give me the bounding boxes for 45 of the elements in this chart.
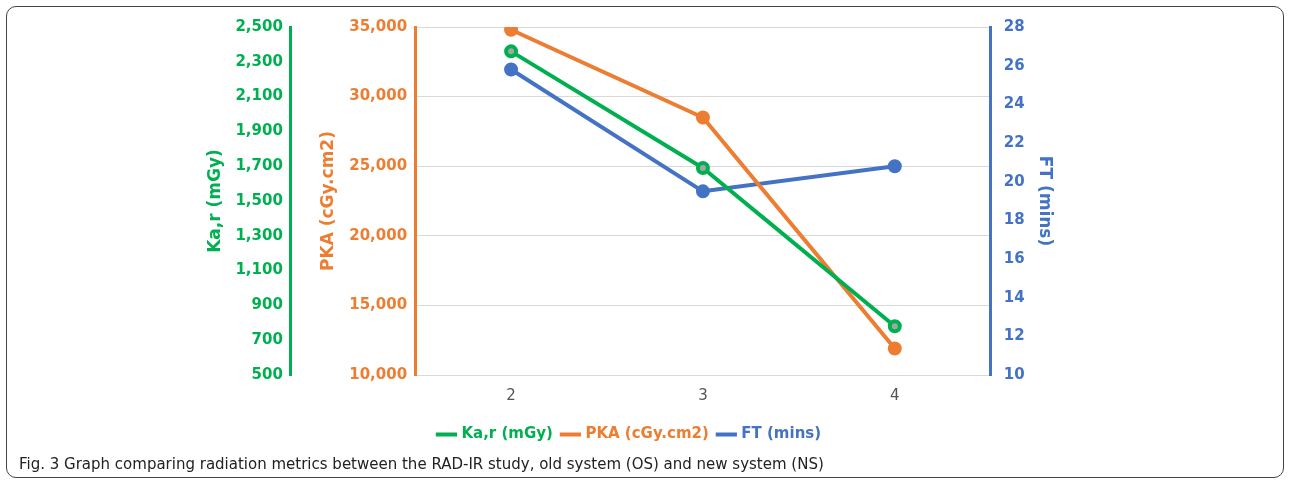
y-tick-label: 1,300 [235,225,283,244]
y3-tick-label: 20 [1003,171,1025,190]
point [695,110,710,125]
y-tick-label: 1,900 [235,121,283,140]
y2-tick-label: 35,000 [349,16,408,35]
y-tick-label: 2,500 [235,16,283,35]
y3-axis-title: FT (mins) [1036,155,1057,247]
legend-label: Ka,r (mGy) [461,424,553,443]
y-axis-title: Ka,r (mGy) [203,149,224,253]
y-tick-label: 2,300 [235,51,283,70]
y2-tick-label: 30,000 [349,86,408,105]
x-tick-label: 4 [890,385,900,404]
point [695,160,710,175]
y3-tick-label: 26 [1003,55,1025,74]
y3-tick-label: 10 [1003,364,1025,383]
caption: Fig. 3 Graph comparing radiation metrics between the RAD-IR study, old system (OS) and new system (NS) [19,455,824,473]
y2-tick-label: 15,000 [349,295,408,314]
y3-tick-label: 12 [1003,326,1025,345]
y-tick-label: 1,100 [235,260,283,279]
x-tick-label: 3 [698,385,708,404]
point [504,62,519,77]
y2-tick-label: 20,000 [349,225,408,244]
y3-tick-label: 24 [1003,94,1025,113]
y3-tick-label: 18 [1003,210,1025,229]
y3-tick-label: 22 [1003,132,1025,151]
y2-axis-title: PKA (cGy.cm2) [317,131,338,271]
point [887,341,902,356]
y3-tick-label: 16 [1003,248,1025,267]
y2-tick-label: 25,000 [349,156,408,175]
y-tick-label: 2,100 [235,86,283,105]
point [695,184,710,199]
legend-label: FT (mins) [741,424,822,443]
y2-tick-label: 10,000 [349,364,408,383]
point [504,44,519,59]
point [887,319,902,334]
y3-tick-label: 14 [1003,287,1025,306]
x-tick-label: 2 [506,385,516,404]
y-tick-label: 900 [251,295,283,314]
point [887,159,902,174]
y-tick-label: 700 [251,330,283,349]
y-tick-label: 1,500 [235,190,283,209]
y3-tick-label: 28 [1003,16,1025,35]
legend-label: PKA (cGy.cm2) [585,424,709,443]
y-tick-label: 1,700 [235,156,283,175]
y-tick-label: 500 [251,364,283,383]
